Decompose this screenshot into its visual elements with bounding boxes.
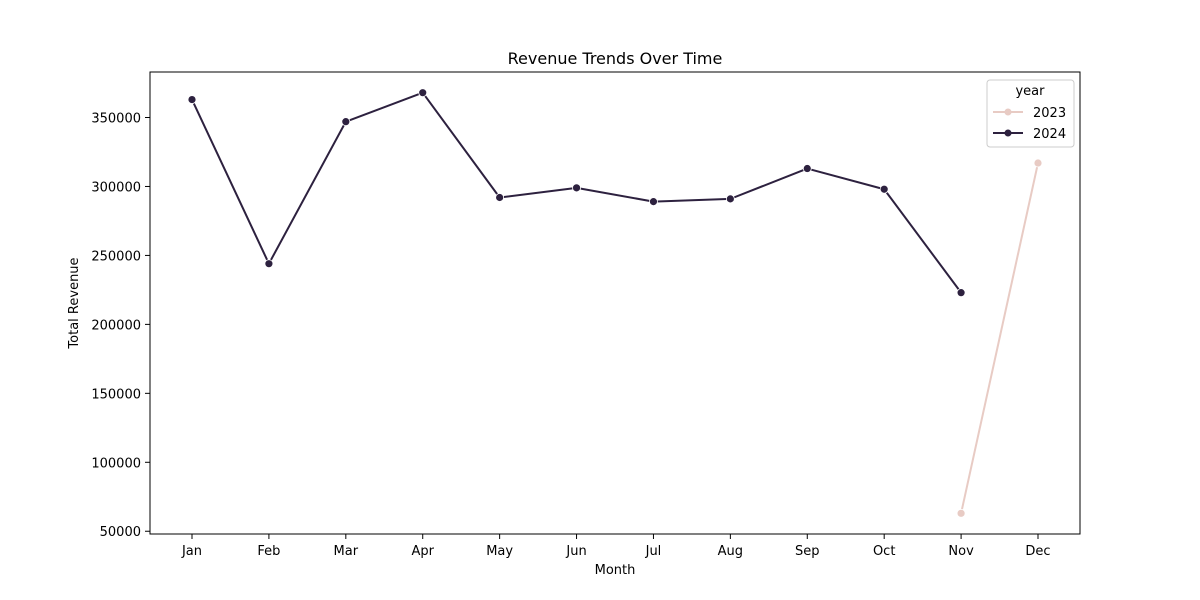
data-point <box>418 88 428 98</box>
y-axis-label: Total Revenue <box>67 257 82 349</box>
legend-marker-swatch <box>1004 129 1012 137</box>
legend-label: 2023 <box>1033 106 1066 121</box>
x-tick-label: Sep <box>795 544 820 559</box>
chart-title: Revenue Trends Over Time <box>508 49 723 68</box>
x-tick-label: Feb <box>257 544 280 559</box>
legend-title: year <box>1015 84 1045 99</box>
data-point <box>879 184 889 194</box>
x-tick-label: Jan <box>181 544 202 559</box>
x-axis: Jan Feb Mar Apr May Jun Jul Aug Sep Oct Nov Dec <box>181 534 1051 559</box>
legend-entries: 2023 2024 <box>993 106 1066 142</box>
series-2024 <box>187 88 966 298</box>
x-tick-label: Apr <box>411 544 434 559</box>
y-tick-label: 300000 <box>91 180 141 195</box>
data-point <box>1033 158 1043 168</box>
data-point <box>802 164 812 173</box>
x-tick-label: Dec <box>1025 544 1050 559</box>
y-axis: 50000 100000 150000 200000 250000 300000 35000… <box>91 112 150 540</box>
series-layer <box>187 88 1043 518</box>
legend: year 2023 2024 <box>986 79 1075 148</box>
legend-label: 2024 <box>1033 127 1066 142</box>
data-point <box>495 193 505 202</box>
x-tick-label: Jun <box>565 544 586 559</box>
series-line-2024 <box>191 91 962 294</box>
y-tick-label: 200000 <box>91 318 141 333</box>
x-tick-label: Nov <box>948 544 974 559</box>
data-point <box>264 259 274 269</box>
data-point <box>649 197 658 207</box>
legend-marker-swatch <box>1004 108 1012 116</box>
x-axis-label: Month <box>595 563 636 578</box>
x-tick-label: Jul <box>645 544 662 559</box>
x-tick-label: May <box>486 544 513 559</box>
y-tick-label: 150000 <box>91 387 141 402</box>
series-2023 <box>956 158 1043 518</box>
series-line-2023 <box>960 162 1039 514</box>
y-tick-label: 350000 <box>91 112 141 127</box>
x-tick-label: Mar <box>334 544 359 559</box>
x-tick-label: Aug <box>718 544 743 559</box>
legend-entry-2023: 2023 <box>993 106 1066 121</box>
y-tick-label: 100000 <box>91 456 141 471</box>
data-point <box>187 95 197 104</box>
plot-area <box>149 71 1081 535</box>
data-point <box>956 288 966 298</box>
y-tick-label: 50000 <box>100 525 141 540</box>
x-tick-label: Oct <box>873 544 895 559</box>
data-point <box>725 194 735 204</box>
y-tick-label: 250000 <box>91 249 141 264</box>
legend-entry-2024: 2024 <box>993 127 1066 142</box>
data-point <box>341 117 351 127</box>
data-point <box>956 508 966 518</box>
data-point <box>572 183 581 193</box>
